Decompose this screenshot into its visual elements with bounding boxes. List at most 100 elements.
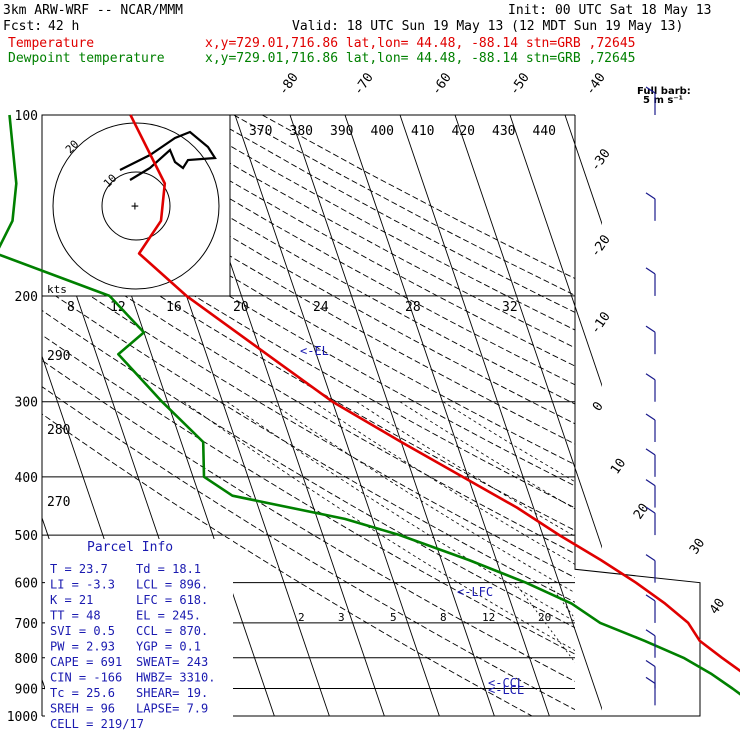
full-barb-value: 5 m s⁻¹ — [643, 95, 683, 106]
moist-adiabat-line — [442, 401, 575, 483]
parcel-info-left: Tc = 25.6 — [50, 686, 115, 700]
dewpoint-line — [0, 114, 740, 696]
hodograph-unit: kts — [47, 283, 67, 296]
isotherm-line — [730, 115, 740, 716]
moist-adiabat-line — [226, 401, 575, 622]
wind-barb-flag — [645, 479, 656, 487]
isotherm-line — [564, 115, 602, 226]
pressure-tick-label: 900 — [15, 682, 38, 697]
speed-axis-label: 20 — [233, 300, 249, 315]
mixing-ratio-label: 5 — [390, 611, 397, 624]
dry-adiabat-line — [148, 115, 575, 349]
theta-label: 370 — [249, 124, 272, 139]
level-annotation: <-LFC — [457, 585, 493, 599]
wind-barb-flag — [645, 594, 656, 602]
pressure-tick-label: 100 — [15, 109, 38, 124]
theta-label: 270 — [47, 495, 70, 510]
dry-adiabat-line — [42, 119, 575, 425]
theta-label: 430 — [492, 124, 515, 139]
parcel-info-left: CELL = 219/17 — [50, 717, 144, 731]
isotherm-label: -30 — [588, 146, 614, 174]
hodograph-ring-20 — [52, 122, 220, 290]
isotherm-label: -10 — [588, 309, 614, 337]
pressure-tick-label: 700 — [15, 617, 38, 632]
mixing-ratio-label: 12 — [482, 611, 495, 624]
speed-axis-label: 28 — [405, 300, 421, 315]
profile-series — [0, 114, 740, 696]
mixing-ratio-label: 8 — [440, 611, 447, 624]
wind-barb-flag — [645, 629, 656, 637]
legend-temp-name: Temperature — [8, 36, 94, 51]
hodograph-frame — [41, 114, 231, 297]
parcel-info-right: EL = 245. — [136, 609, 201, 623]
moist-adiabat-line — [183, 401, 575, 652]
mixing-ratio-line — [547, 582, 575, 620]
isotherm-line — [399, 115, 602, 711]
mixing-ratio-label: 3 — [338, 611, 345, 624]
parcel-info-left: CAPE = 691 — [50, 655, 122, 669]
pressure-tick-label: 500 — [15, 529, 38, 544]
dry-adiabat-line — [42, 386, 575, 711]
pressure-tick-label: 400 — [15, 471, 38, 486]
hodograph-center: + — [131, 199, 139, 214]
isotherm-line — [289, 115, 495, 716]
isotherm-line — [509, 115, 602, 387]
dry-adiabats — [42, 115, 720, 716]
wind-barb-flag — [645, 267, 656, 275]
isotherm-label: -70 — [351, 70, 377, 98]
dry-adiabat-line — [42, 334, 575, 655]
level-annotation: <-LCL — [488, 683, 524, 697]
dry-adiabat-line — [42, 359, 575, 682]
pressure-tick-label: 200 — [15, 290, 38, 305]
legend-temp-location: x,y=729.01,716.86 lat,lon= 44.48, -88.14… — [205, 36, 635, 51]
parcel-info-left: SREH = 96 — [50, 702, 115, 716]
dry-adiabat-line — [42, 240, 575, 555]
parcel-info-right: LFC = 618. — [136, 593, 208, 607]
isotherm-line — [675, 115, 740, 716]
parcel-info-panel: Parcel Info T = 23.7 Td = 18.1 LI = -3.3 LC… — [45, 539, 233, 731]
isotherm-label: 0 — [590, 399, 607, 414]
wind-barb-flag — [645, 86, 656, 94]
isotherm-label: 10 — [608, 456, 629, 477]
parcel-info-left: LI = -3.3 — [50, 578, 115, 592]
moist-adiabat-line — [313, 401, 575, 565]
wind-barb-flag — [645, 676, 656, 684]
pressure-tick-label: 300 — [15, 396, 38, 411]
parcel-info-right: SHEAR= 19. — [136, 686, 208, 700]
isotherm-label: -60 — [429, 70, 455, 98]
theta-label: 440 — [533, 124, 556, 139]
parcel-info-left: PW = 2.93 — [50, 640, 115, 654]
full-barb-label: Full barb: — [637, 86, 691, 97]
legend-dew-location: x,y=729.01,716.86 lat,lon= 44.48, -88.14… — [205, 51, 635, 66]
parcel-info-title: Parcel Info — [87, 540, 173, 555]
speed-axis-label: 16 — [166, 300, 182, 315]
level-annotation: <-EL — [300, 344, 329, 358]
isotherm-label: -20 — [588, 232, 614, 260]
parcel-info-left: TT = 48 — [50, 609, 101, 623]
valid-time: Valid: 18 UTC Sun 19 May 13 (12 MDT Sun … — [292, 19, 683, 34]
dry-adiabat-line — [62, 115, 575, 405]
dry-adiabat-line — [233, 115, 575, 296]
fcst-label: Fcst: — [3, 19, 42, 34]
dry-adiabat-line — [42, 137, 575, 445]
isotherm-label: -80 — [276, 70, 302, 98]
wind-barb-flag — [645, 325, 656, 333]
speed-axis-label: 24 — [313, 300, 329, 315]
parcel-info-left: K = 21 — [50, 593, 93, 607]
isotherm-line — [234, 115, 440, 716]
dry-adiabat-line — [42, 197, 575, 509]
parcel-info-left: CIN = -166 — [50, 671, 122, 685]
theta-label: 380 — [290, 124, 313, 139]
parcel-info-right: Td = 18.1 — [136, 562, 201, 576]
isotherm-label: 40 — [707, 596, 728, 617]
theta-label: 420 — [452, 124, 475, 139]
wind-barb-flag — [645, 413, 656, 421]
hodograph-ring-10 — [101, 171, 171, 241]
wind-barb-flag — [645, 448, 656, 456]
mixing-ratio-line — [620, 583, 720, 716]
parcel-info-right: LCL = 896. — [136, 578, 208, 592]
temperature-line — [129, 114, 740, 673]
parcel-info-right: CCL = 870. — [136, 624, 208, 638]
theta-label: 410 — [411, 124, 434, 139]
